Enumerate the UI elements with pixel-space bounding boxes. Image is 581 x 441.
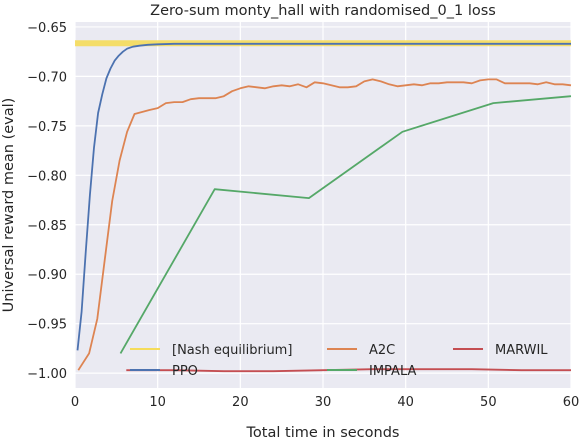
x-tick-label: 60	[563, 395, 580, 410]
series-line-ppo	[76, 42, 571, 351]
x-tick-label: 40	[397, 395, 414, 410]
y-tick-label: −0.75	[27, 120, 67, 135]
series-line-impala	[119, 95, 572, 354]
x-tick-label: 50	[480, 395, 497, 410]
y-tick-labels: −0.65 −0.70 −0.75 −0.80 −0.85 −0.90 −0.95 −1.00	[27, 21, 67, 382]
y-tick-label: −0.70	[27, 70, 67, 85]
y-tick-label: −0.95	[27, 318, 67, 333]
legend-label-impala: IMPALA	[369, 364, 416, 379]
grid	[74, 22, 572, 388]
legend-label-nash-equilibrium: [Nash equilibrium]	[172, 343, 292, 358]
y-tick-label: −0.85	[27, 219, 67, 234]
legend-label-ppo: PPO	[172, 364, 198, 379]
legend-label-a2c: A2C	[369, 343, 395, 358]
legend-label-marwil: MARWIL	[495, 343, 548, 358]
x-tick-label: 30	[315, 395, 332, 410]
y-tick-label: −0.90	[27, 268, 67, 283]
x-tick-label: 20	[232, 395, 249, 410]
y-tick-label: −0.80	[27, 169, 67, 184]
y-tick-label: −0.65	[27, 21, 67, 36]
chart-title: Zero-sum monty_hall with randomised_0_1 …	[150, 3, 496, 19]
series-line-a2c	[77, 78, 572, 371]
x-tick-labels: 0 10 20 30 40 50 60	[71, 395, 579, 410]
y-tick-label: −1.00	[27, 367, 67, 382]
x-axis-title: Total time in seconds	[246, 425, 400, 441]
series-layer	[75, 40, 572, 373]
x-tick-label: 10	[149, 395, 166, 410]
x-tick-label: 0	[71, 395, 79, 410]
y-axis-title: Universal reward mean (eval)	[1, 98, 17, 313]
legend: [Nash equilibrium] A2C MARWIL PPO IMPALA	[130, 343, 548, 379]
